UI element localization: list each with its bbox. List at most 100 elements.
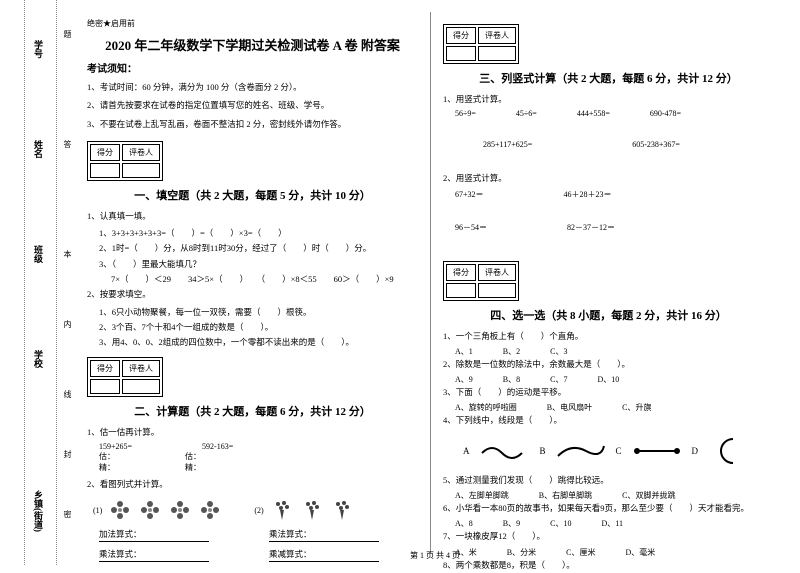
notice-heading: 考试须知： — [87, 60, 418, 75]
q4-2: 2、除数是一位数的除法中，余数最大是（ ）。 — [443, 357, 774, 372]
q1-2: 2、1时=（ ）分，从8时到11时30分，经过了（ ）时（ ）分。 — [87, 241, 418, 256]
grader-label: 评卷人 — [122, 360, 160, 377]
q1-head: 1、认真填一填。 — [87, 209, 418, 224]
score-box: 得分 评卷人 — [87, 141, 163, 181]
formula-mul: 乘法算式： — [269, 528, 379, 542]
shape-c — [632, 441, 682, 461]
notice-1: 1、考试时间：60 分钟，满分为 100 分（含卷面分 2 分）。 — [87, 80, 418, 95]
q1-1: 1、3+3+3+3+3+3=（ ）=（ ）×3=（ ） — [87, 226, 418, 241]
formula-add: 加法算式： — [99, 528, 209, 542]
mark-ben: 本 — [62, 250, 73, 261]
section-4-heading: 四、选一选（共 8 小题，每题 2 分，共计 16 分） — [443, 307, 774, 323]
q3-r3b: 46＋28＋23＝ — [564, 189, 612, 200]
mark-nei: 内 — [62, 320, 73, 331]
score-box: 得分 评卷人 — [87, 357, 163, 397]
q4-5: 5、通过测量我们发现（ ）跳得比较远。 — [443, 473, 774, 488]
q4-5c: C、双脚并拢跳 — [622, 490, 675, 501]
shape-d — [708, 437, 738, 465]
q4-2c: C、7 — [550, 374, 567, 385]
label-xingming: 姓名 — [32, 140, 45, 158]
label-xuexiao: 学校 — [32, 350, 45, 368]
q3-r2a: 285+117+625= — [483, 140, 532, 149]
q4-7: 7、一块橡皮厚12（ ）。 — [443, 529, 774, 544]
q4-6c: C、10 — [550, 518, 571, 529]
q4-3b: B、电风扇叶 — [547, 402, 592, 413]
dotted-line — [24, 0, 25, 565]
bouquet-icon — [270, 498, 294, 522]
q3-r1a: 56÷9= — [455, 109, 476, 118]
q4-5a: A、左脚单脚跳 — [455, 490, 509, 501]
q3b-head: 2、用竖式计算。 — [443, 171, 774, 186]
q4-1a: A、1 — [455, 346, 473, 357]
section-2-heading: 二、计算题（共 2 大题，每题 6 分，共计 12 分） — [87, 403, 418, 419]
q3-r2b: 605-238+367= — [632, 140, 680, 149]
flower-icon — [108, 498, 132, 522]
q1b-head: 2、按要求填空。 — [87, 287, 418, 302]
q1-3: 3、（ ）里最大能填几？ — [87, 257, 418, 272]
score-box: 得分 评卷人 — [443, 24, 519, 64]
grader-label: 评卷人 — [478, 27, 516, 44]
q4-2a: A、9 — [455, 374, 473, 385]
seal-tag: 绝密★启用前 — [87, 18, 418, 29]
q2b-head: 2、看图列式并计算。 — [87, 477, 418, 492]
mark-xian: 线 — [62, 390, 73, 401]
shape-a — [480, 441, 530, 461]
shape-a-label: A — [463, 446, 470, 456]
q4-6: 6、小华看一本80页的故事书，如果每天看9页，那么至少要（ ）天才能看完。 — [443, 501, 774, 516]
score-label: 得分 — [90, 360, 120, 377]
section-1-heading: 一、填空题（共 2 大题，每题 5 分，共计 10 分） — [87, 187, 418, 203]
q2-acc: 精： — [99, 462, 115, 473]
q4-6b: B、9 — [503, 518, 520, 529]
q4-2d: D、10 — [597, 374, 619, 385]
q1-3b: 7×（ ）＜29 34＞5×（ ） （ ）×8＜55 60＞（ ）×9 — [87, 272, 418, 287]
image-row: (1) (2) — [87, 498, 418, 522]
flower-icon — [198, 498, 222, 522]
q2-est2: 估： — [185, 451, 201, 462]
score-box: 得分 评卷人 — [443, 261, 519, 301]
shapes-row: A B C D — [443, 437, 774, 465]
page-content: 绝密★启用前 2020 年二年级数学下学期过关检测试卷 A 卷 附答案 考试须知… — [75, 0, 795, 565]
score-label: 得分 — [90, 144, 120, 161]
q1b-2: 2、3个百、7个十和4个一组成的数是（ ）。 — [87, 320, 418, 335]
q3-r4b: 82－37－12＝ — [567, 222, 615, 233]
dotted-line — [56, 0, 57, 565]
column-left: 绝密★启用前 2020 年二年级数学下学期过关检测试卷 A 卷 附答案 考试须知… — [75, 0, 430, 565]
shape-d-label: D — [692, 446, 699, 456]
section-3-heading: 三、列竖式计算（共 2 大题，每题 6 分，共计 12 分） — [443, 70, 774, 86]
shape-b-label: B — [540, 446, 546, 456]
label-banji: 班级 — [32, 245, 45, 263]
label-1: (1) — [93, 506, 102, 515]
mark-feng: 封 — [62, 450, 73, 461]
q2-a: 159+265= — [99, 442, 132, 451]
q3-head: 1、用竖式计算。 — [443, 92, 774, 107]
notice-2: 2、请首先按要求在试卷的指定位置填写您的姓名、班级、学号。 — [87, 98, 418, 113]
page-number: 第 1 页 共 4 页 — [75, 550, 795, 561]
q2-est: 估： — [99, 451, 115, 462]
q4-1c: C、3 — [550, 346, 567, 357]
flower-icon — [168, 498, 192, 522]
flower-icon — [138, 498, 162, 522]
q3-r1d: 690-478= — [650, 109, 681, 118]
grader-label: 评卷人 — [478, 264, 516, 281]
label-2: (2) — [254, 506, 263, 515]
q4-6a: A、8 — [455, 518, 473, 529]
shape-b — [556, 441, 606, 461]
q1b-3: 3、用4、0、0、2组成的四位数中，一个零都不读出来的是（ ）。 — [87, 335, 418, 350]
q4-3: 3、下面（ ）的运动是平移。 — [443, 385, 774, 400]
mark-ti: 题 — [62, 30, 73, 41]
q3-r3a: 67+32＝ — [455, 189, 484, 200]
mark-mi: 密 — [62, 510, 73, 521]
q4-3c: C、升旗 — [622, 402, 651, 413]
q2-acc2: 精： — [185, 462, 201, 473]
q4-5b: B、右脚单脚跳 — [539, 490, 592, 501]
score-label: 得分 — [446, 264, 476, 281]
q2-head: 1、估一估再计算。 — [87, 425, 418, 440]
q4-6d: D、11 — [601, 518, 622, 529]
label-xiangzhen: 乡镇(街道) — [32, 490, 45, 532]
column-right: 得分 评卷人 三、列竖式计算（共 2 大题，每题 6 分，共计 12 分） 1、… — [431, 0, 786, 565]
q3-r4a: 96－54＝ — [455, 222, 487, 233]
bouquet-icon — [330, 498, 354, 522]
q4-3a: A、旋转的呼啦圈 — [455, 402, 517, 413]
score-label: 得分 — [446, 27, 476, 44]
grader-label: 评卷人 — [122, 144, 160, 161]
